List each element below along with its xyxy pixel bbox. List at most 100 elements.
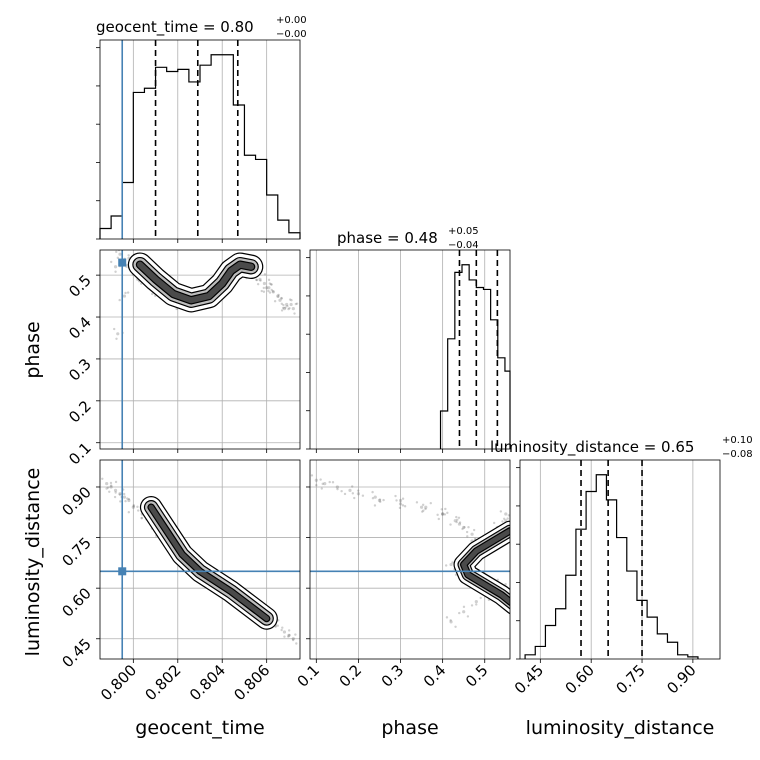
histogram-phase (439, 264, 511, 449)
sample-point (444, 507, 447, 511)
sample-point (271, 290, 275, 294)
sample-point (282, 307, 287, 311)
x-tick-label: 0.5 (462, 661, 492, 691)
sample-point (479, 596, 482, 600)
sample-point (444, 564, 448, 567)
sample-point (140, 516, 143, 520)
sample-point (466, 535, 469, 538)
sample-point (379, 500, 382, 503)
sample-point (343, 492, 347, 496)
sample-point (395, 499, 398, 502)
x-tick-label: 0.90 (663, 661, 699, 697)
panel-frame (309, 249, 511, 450)
sample-point (467, 526, 470, 529)
sample-point (449, 619, 452, 622)
sample-point (271, 290, 275, 293)
x-tick-label: 0.45 (511, 661, 547, 697)
sample-point (462, 605, 466, 609)
sample-point (113, 265, 118, 269)
sample-point (462, 525, 466, 530)
sample-point (361, 494, 365, 497)
y-tick-label: 0.45 (58, 635, 94, 671)
sample-point (106, 486, 110, 489)
sample-point (441, 512, 445, 516)
sample-point (470, 532, 474, 536)
sample-point (262, 286, 266, 290)
sample-point (109, 260, 113, 264)
panel-frame (99, 249, 301, 450)
sample-point (453, 519, 457, 523)
sample-point (280, 628, 283, 632)
sample-point (458, 611, 461, 615)
sample-point (463, 525, 466, 529)
sample-point (474, 600, 478, 604)
title-phase: phase = 0.48 (337, 229, 438, 247)
sample-point (507, 514, 510, 517)
sample-point (421, 503, 425, 507)
sample-point (288, 633, 291, 637)
sample-point (291, 307, 295, 311)
sample-point (373, 504, 377, 507)
sample-point (274, 625, 277, 629)
sample-point (321, 482, 324, 486)
xlabel-geocent-time: geocent_time (135, 717, 264, 739)
histogram-luminosity_distance (524, 474, 699, 659)
sample-point (424, 505, 428, 509)
sample-point (470, 604, 474, 607)
y-tick-label: 0.4 (65, 313, 95, 343)
sample-point (291, 637, 295, 641)
sample-point (269, 283, 273, 286)
sample-point (348, 488, 352, 492)
sample-point (291, 638, 295, 642)
sample-point (287, 633, 291, 637)
sample-point (449, 523, 452, 526)
sample-point (112, 327, 116, 331)
sample-point (295, 642, 298, 645)
sample-point (351, 485, 354, 488)
sample-point (280, 296, 283, 300)
x-tick-label: 0.4 (420, 661, 450, 691)
sample-point (287, 635, 290, 638)
truth-point (118, 258, 127, 267)
sample-point (122, 495, 127, 499)
sample-point (356, 489, 360, 492)
x-tick-label: 0.800 (97, 661, 140, 704)
sample-point (127, 497, 131, 501)
panel-frame (309, 459, 511, 660)
sample-point (270, 283, 273, 286)
sample-point (116, 256, 120, 260)
sample-point (109, 484, 113, 487)
sample-point (118, 493, 122, 496)
sample-point (502, 517, 506, 520)
x-tick-label: 0.75 (613, 661, 649, 697)
sample-point (105, 487, 108, 490)
sample-point (270, 288, 273, 292)
sample-point (262, 281, 267, 286)
sample-point (403, 505, 407, 508)
panel-frame (519, 459, 721, 660)
sample-point (437, 517, 440, 521)
title-luminosity-distance-plus: +0.10 (722, 435, 753, 446)
sample-point (101, 477, 104, 480)
title-phase-minus: −0.04 (448, 240, 479, 251)
sample-point (113, 488, 118, 492)
x-tick-label: 0.802 (142, 661, 185, 704)
sample-point (115, 250, 118, 254)
sample-point (398, 502, 403, 506)
sample-point (415, 501, 419, 504)
sample-point (455, 515, 458, 519)
sample-point (265, 286, 269, 290)
sample-point (293, 312, 296, 315)
sample-point (255, 278, 258, 282)
title-phase-plus: +0.05 (448, 226, 479, 237)
sample-point (451, 561, 454, 564)
histogram-geocent_time (99, 54, 301, 239)
sample-point (421, 510, 424, 513)
sample-point (285, 302, 289, 307)
sample-point (289, 302, 293, 307)
sample-point (457, 522, 462, 526)
sample-point (256, 282, 260, 286)
sample-point (472, 528, 476, 532)
sample-point (114, 270, 117, 273)
scatter-phase_vs_luminosity_distance (310, 474, 510, 629)
